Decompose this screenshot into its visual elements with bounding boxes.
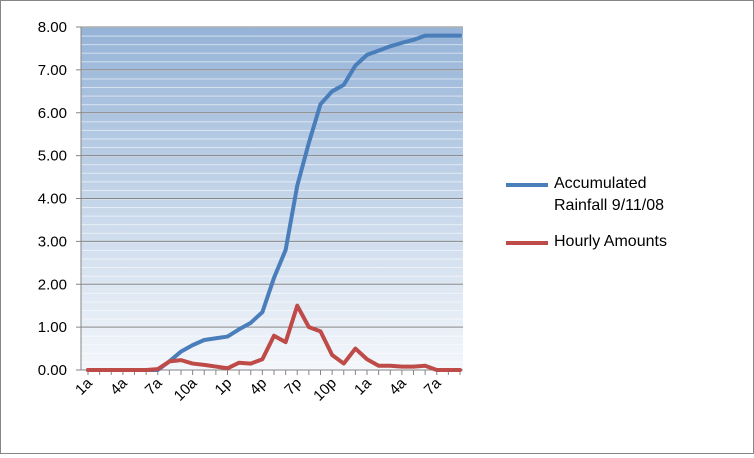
legend-swatch: [506, 183, 548, 187]
y-tick-label: 4.00: [38, 191, 67, 208]
x-tick-label: 4p: [246, 375, 270, 399]
x-tick-label: 4a: [107, 374, 131, 398]
x-tick-label: 10a: [171, 374, 201, 404]
x-tick-label: 4a: [386, 374, 410, 398]
data-line: [86, 303, 462, 372]
legend-item: Hourly Amounts: [506, 231, 746, 253]
y-tick-label: 2.00: [38, 276, 67, 293]
x-tick-label: 1p: [212, 375, 236, 399]
y-tick-label: 1.00: [38, 319, 67, 336]
legend-label: Accumulated Rainfall 9/11/08: [554, 175, 664, 214]
x-tick-label: 1a: [72, 374, 96, 398]
y-tick-label: 7.00: [38, 62, 67, 79]
legend-item: Accumulated Rainfall 9/11/08: [506, 173, 746, 217]
x-tick-label: 7a: [421, 374, 445, 398]
x-tick-label: 10p: [310, 375, 340, 405]
legend-swatch: [506, 241, 548, 245]
x-tick-label: 7a: [142, 374, 166, 398]
x-tick-label: 7p: [281, 375, 305, 399]
y-tick-label: 8.00: [38, 19, 67, 36]
y-tick-label: 3.00: [38, 233, 67, 250]
x-tick-label: 1a: [351, 374, 375, 398]
y-tick-label: 6.00: [38, 105, 67, 122]
legend-label: Hourly Amounts: [554, 233, 667, 250]
y-tick-label: 0.00: [38, 362, 67, 379]
y-tick-label: 5.00: [38, 148, 67, 165]
